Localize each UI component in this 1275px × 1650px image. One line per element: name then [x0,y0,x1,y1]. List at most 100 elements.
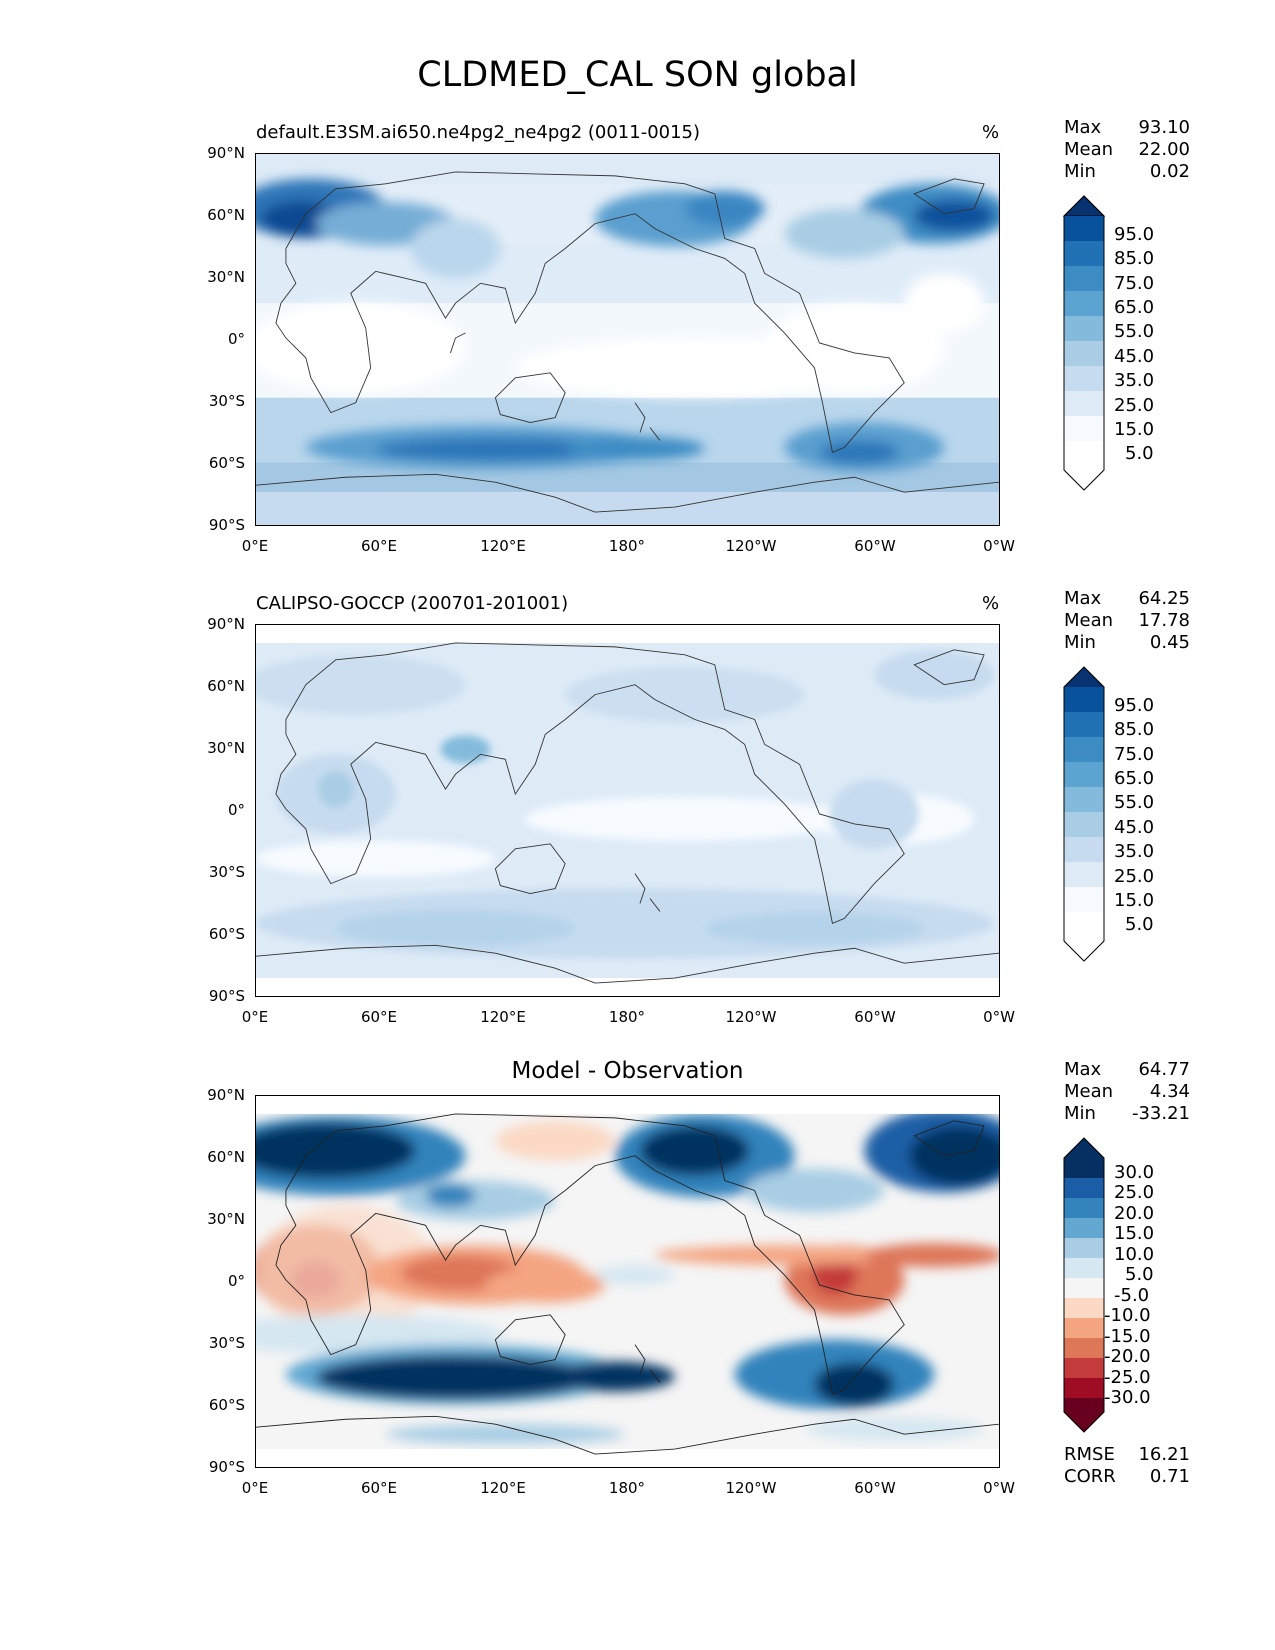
colorbar-label: 45.0 [1114,817,1155,838]
colorbar-label: 75.0 [1114,744,1155,765]
y-tick: 30°S [208,1334,245,1352]
x-tick: 60°W [854,1479,896,1497]
x-tick: 0°W [983,537,1015,555]
coastlines-1 [256,171,999,513]
metric-rmse: RMSE 16.21 [1064,1444,1190,1465]
colorbar-label: 15.0 [1114,890,1155,911]
panel1-title: default.E3SM.ai650.ne4pg2_ne4pg2 (0011-0… [256,122,701,143]
y-tick: 90°S [208,987,245,1005]
colorbar-label: 5.0 [1125,1264,1154,1285]
colorbar-2 [1062,665,1106,963]
y-tick: 0° [227,330,245,348]
coastlines-2 [256,642,999,984]
y-tick: 0° [227,1272,245,1290]
x-tick: 0°W [983,1008,1015,1026]
x-tick: 120°W [725,1008,777,1026]
panel2-map [255,624,1000,997]
colorbar-label: -10.0 [1104,1305,1151,1326]
colorbar-3 [1062,1136,1106,1434]
x-tick: 0°E [241,1479,269,1497]
x-tick: 0°E [241,537,269,555]
panel2-title: CALIPSO-GOCCP (200701-201001) [256,593,569,614]
colorbar-label: 95.0 [1114,224,1155,245]
stat-mean: Mean 22.00 [1064,139,1190,160]
coastlines-3 [256,1113,999,1455]
colorbar-label: 65.0 [1114,768,1155,789]
colorbar-label: 20.0 [1114,1203,1155,1224]
stat-max: Max 64.25 [1064,588,1190,609]
stat-min: Min 0.02 [1064,161,1190,182]
colorbar-label: -25.0 [1104,1367,1151,1388]
y-tick: 90°S [208,516,245,534]
stat-min: Min -33.21 [1064,1103,1190,1124]
colorbar-label: 85.0 [1114,719,1155,740]
panel1-unit: % [982,122,1000,143]
y-tick: 30°N [207,268,245,286]
colorbar-label: 25.0 [1114,866,1155,887]
y-tick: 90°N [207,1086,245,1104]
x-tick: 120°E [480,1479,526,1497]
colorbar-label: 10.0 [1114,1244,1155,1265]
y-tick: 60°N [207,1148,245,1166]
metric-corr: CORR 0.71 [1064,1466,1190,1487]
x-tick: 60°W [854,1008,896,1026]
figure-title: CLDMED_CAL SON global [417,55,858,95]
colorbar-label: 85.0 [1114,248,1155,269]
colorbar-label: 55.0 [1114,792,1155,813]
colorbar-label: 5.0 [1125,914,1154,935]
colorbar-label: 75.0 [1114,273,1155,294]
colorbar-label: 95.0 [1114,695,1155,716]
y-tick: 60°S [208,925,245,943]
stat-mean: Mean 17.78 [1064,610,1190,631]
colorbar-label: 5.0 [1125,443,1154,464]
y-tick: 90°N [207,144,245,162]
y-tick: 30°N [207,1210,245,1228]
colorbar-label: 15.0 [1114,419,1155,440]
stat-max: Max 64.77 [1064,1059,1190,1080]
y-tick: 60°S [208,454,245,472]
colorbar-label: 65.0 [1114,297,1155,318]
colorbar-label: -5.0 [1114,1285,1150,1306]
colorbar-label: -15.0 [1104,1326,1151,1347]
colorbar-label: 55.0 [1114,321,1155,342]
x-tick: 180° [608,1008,646,1026]
colorbar-label: -20.0 [1104,1346,1151,1367]
x-tick: 120°W [725,537,777,555]
x-tick: 180° [608,1479,646,1497]
x-tick: 60°W [854,537,896,555]
y-tick: 60°S [208,1396,245,1414]
panel3-title: Model - Observation [511,1058,744,1084]
x-tick: 120°E [480,537,526,555]
colorbar-label: 35.0 [1114,370,1155,391]
colorbar-label: 25.0 [1114,395,1155,416]
x-tick: 120°W [725,1479,777,1497]
x-tick: 60°E [360,1479,398,1497]
y-tick: 90°S [208,1458,245,1476]
colorbar-label: 15.0 [1114,1223,1155,1244]
y-tick: 30°N [207,739,245,757]
y-tick: 60°N [207,206,245,224]
x-tick: 60°E [360,1008,398,1026]
y-tick: 60°N [207,677,245,695]
y-tick: 0° [227,801,245,819]
x-tick: 0°E [241,1008,269,1026]
y-tick: 30°S [208,392,245,410]
colorbar-1 [1062,194,1106,492]
stat-min: Min 0.45 [1064,632,1190,653]
y-tick: 90°N [207,615,245,633]
x-tick: 0°W [983,1479,1015,1497]
colorbar-label: -30.0 [1104,1387,1151,1408]
panel3-map [255,1095,1000,1468]
x-tick: 60°E [360,537,398,555]
x-tick: 180° [608,537,646,555]
x-tick: 120°E [480,1008,526,1026]
stat-mean: Mean 4.34 [1064,1081,1190,1102]
colorbar-label: 45.0 [1114,346,1155,367]
panel1-map [255,153,1000,526]
stat-max: Max 93.10 [1064,117,1190,138]
y-tick: 30°S [208,863,245,881]
colorbar-label: 35.0 [1114,841,1155,862]
panel2-unit: % [982,593,1000,614]
colorbar-label: 25.0 [1114,1182,1155,1203]
colorbar-label: 30.0 [1114,1162,1155,1183]
